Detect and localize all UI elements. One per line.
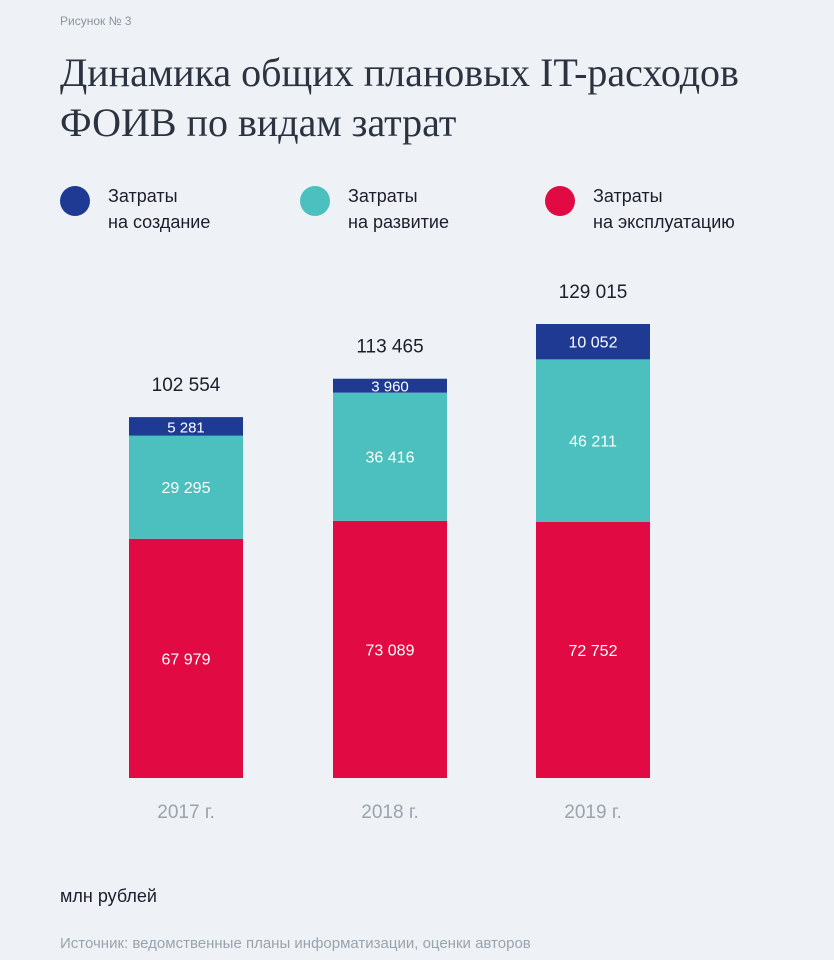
bar-segment-operate-0 bbox=[129, 538, 243, 778]
bar-segment-develop-2 bbox=[536, 359, 650, 522]
legend-swatch-create bbox=[60, 186, 90, 216]
x-tick-label: 2017 г. bbox=[157, 802, 214, 823]
bar-value-label: 67 979 bbox=[162, 651, 211, 668]
unit-label: млн рублей bbox=[60, 886, 157, 906]
bar-value-label: 3 960 bbox=[371, 379, 409, 396]
legend-item-create: Затраты на создание bbox=[60, 183, 210, 235]
bar-value-label: 10 052 bbox=[569, 335, 618, 352]
legend-label-operate: Затраты на эксплуатацию bbox=[593, 186, 735, 232]
figure-label: Рисунок № 3 bbox=[60, 14, 132, 28]
x-tick-label: 2019 г. bbox=[564, 802, 621, 823]
bar-segment-create-0 bbox=[129, 417, 243, 436]
bar-segment-develop-0 bbox=[129, 435, 243, 539]
chart-title: Динамика общих плановых IT-расходов ФОИВ… bbox=[60, 50, 739, 145]
legend-item-operate: Затраты на эксплуатацию bbox=[545, 183, 735, 235]
legend-swatch-develop bbox=[300, 186, 330, 216]
bar-segment-operate-2 bbox=[536, 521, 650, 778]
bar-segment-create-1 bbox=[333, 378, 447, 393]
bar-value-label: 73 089 bbox=[366, 642, 415, 659]
legend-item-develop: Затраты на развитие bbox=[300, 183, 449, 235]
bar-total-label: 129 015 bbox=[559, 282, 628, 303]
legend-swatch-operate bbox=[545, 186, 575, 216]
bar-segment-operate-1 bbox=[333, 520, 447, 778]
bar-segment-create-2 bbox=[536, 324, 650, 360]
bar-value-label: 72 752 bbox=[569, 643, 618, 660]
bar-value-label: 36 416 bbox=[366, 450, 415, 467]
bar-total-label: 113 465 bbox=[356, 337, 423, 358]
bar-value-label: 29 295 bbox=[162, 480, 211, 497]
bar-segment-develop-1 bbox=[333, 392, 447, 521]
bar-total-label: 102 554 bbox=[152, 375, 221, 396]
legend-label-create: Затраты на создание bbox=[108, 186, 211, 232]
source-note: Источник: ведомственные планы информатиз… bbox=[60, 935, 531, 952]
bar-value-label: 5 281 bbox=[167, 419, 205, 436]
legend-label-develop: Затраты на развитие bbox=[348, 186, 449, 232]
x-tick-label: 2018 г. bbox=[361, 802, 418, 823]
bar-value-label: 46 211 bbox=[569, 434, 617, 451]
